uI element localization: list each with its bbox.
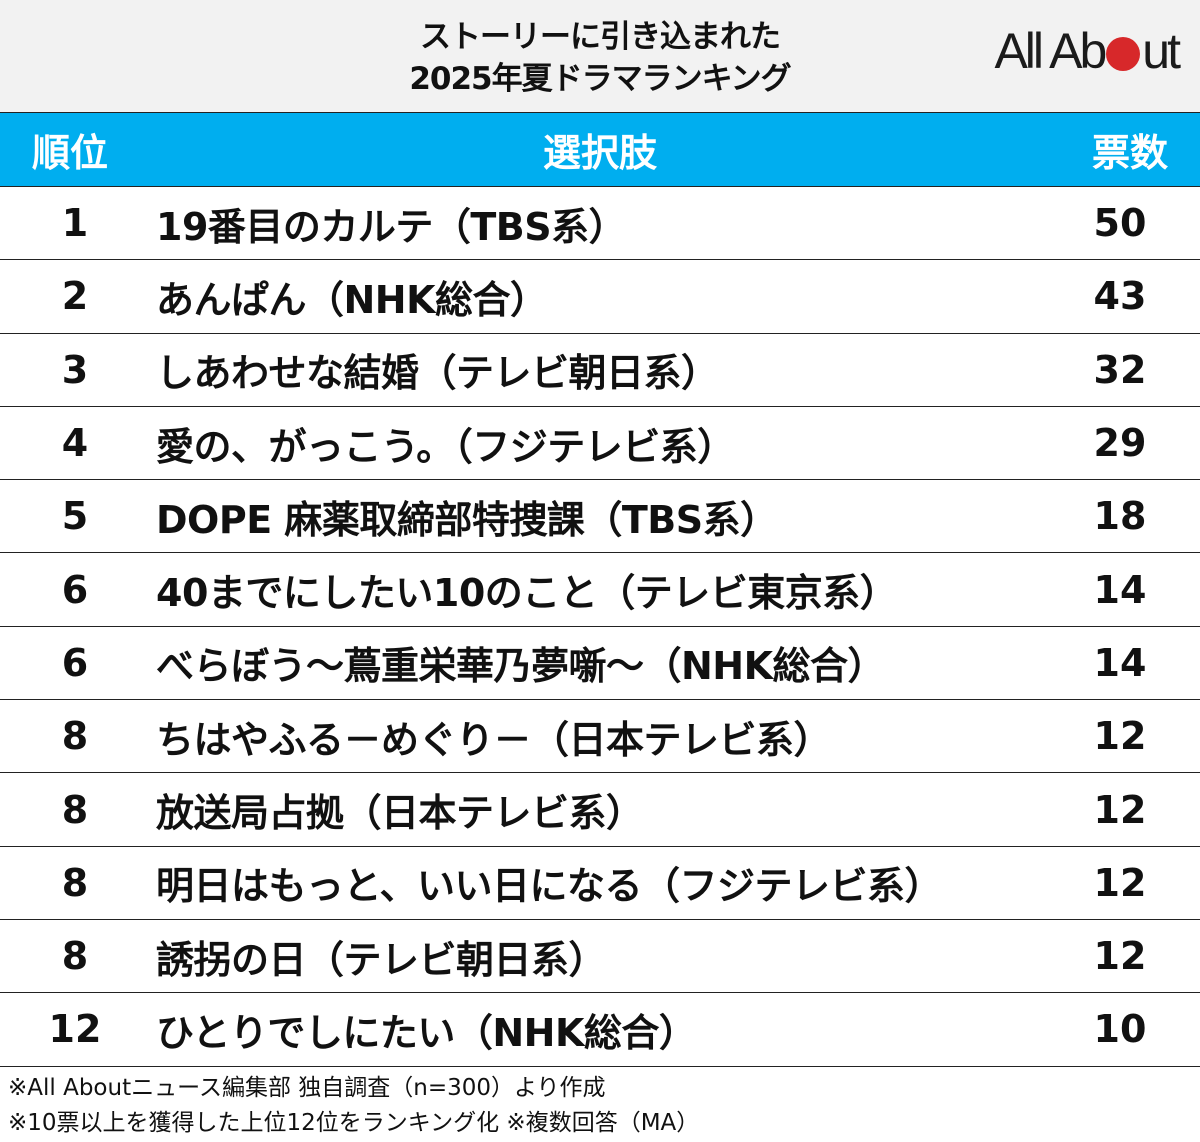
table-row: 8 ちはやふる－めぐり－（日本テレビ系） 12	[0, 700, 1200, 774]
footnote-method: ※10票以上を獲得した上位12位をランキング化 ※複数回答（MA）	[8, 1109, 700, 1136]
title-line-2: 2025年夏ドラマランキング	[409, 61, 791, 97]
name-cell: しあわせな結婚（テレビ朝日系）	[156, 351, 719, 396]
footnote-source: ※All Aboutニュース編集部 独自調査（n=300）より作成	[8, 1074, 606, 1101]
table-row: 12 ひとりでしにたい（NHK総合） 10	[0, 993, 1200, 1067]
rank-cell: 12	[48, 1007, 102, 1052]
rank-cell: 1	[61, 201, 89, 246]
rank-cell: 8	[61, 787, 89, 832]
ranking-table-body: 1 19番目のカルテ（TBS系） 50 2 あんぱん（NHK総合） 43 3 し…	[0, 187, 1200, 1067]
votes-cell: 50	[1093, 201, 1147, 246]
table-header-row: 順位 選択肢 票数	[0, 113, 1200, 187]
table-row: 8 明日はもっと、いい日になる（フジテレビ系） 12	[0, 847, 1200, 920]
table-row: 6 べらぼう～蔦重栄華乃夢噺～（NHK総合） 14	[0, 627, 1200, 701]
allabout-logo: All Ab ut	[994, 23, 1181, 79]
votes-cell: 12	[1093, 787, 1147, 832]
page-title: ストーリーに引き込まれた 2025年夏ドラマランキング	[0, 16, 1200, 100]
title-line-1: ストーリーに引き込まれた	[420, 19, 781, 55]
name-cell: ひとりでしにたい（NHK総合）	[156, 1010, 697, 1055]
name-cell: 19番目のカルテ（TBS系）	[156, 204, 627, 249]
rank-cell: 8	[61, 934, 89, 979]
table-row: 6 40までにしたい10のこと（テレビ東京系） 14	[0, 553, 1200, 627]
rank-cell: 5	[61, 494, 89, 539]
name-cell: 誘拐の日（テレビ朝日系）	[156, 937, 607, 982]
votes-cell: 10	[1093, 1007, 1147, 1052]
column-header-name: 選択肢	[542, 131, 657, 175]
logo-red-dot-icon	[1106, 37, 1141, 71]
table-row: 2 あんぱん（NHK総合） 43	[0, 260, 1200, 334]
rank-cell: 4	[61, 421, 89, 466]
name-cell: べらぼう～蔦重栄華乃夢噺～（NHK総合）	[156, 644, 886, 689]
rank-cell: 2	[61, 274, 89, 319]
votes-cell: 14	[1093, 567, 1147, 612]
votes-cell: 12	[1093, 934, 1147, 979]
rank-cell: 6	[61, 567, 89, 612]
table-row: 3 しあわせな結婚（テレビ朝日系） 32	[0, 334, 1200, 407]
table-row: 8 放送局占拠（日本テレビ系） 12	[0, 773, 1200, 847]
column-header-rank: 順位	[32, 131, 109, 175]
name-cell: 40までにしたい10のこと（テレビ東京系）	[156, 571, 898, 616]
rank-cell: 3	[61, 347, 89, 392]
rank-cell: 8	[61, 860, 89, 905]
name-cell: ちはやふる－めぐり－（日本テレビ系）	[156, 717, 832, 762]
name-cell: 明日はもっと、いい日になる（フジテレビ系）	[156, 864, 942, 909]
name-cell: あんぱん（NHK総合）	[156, 277, 548, 322]
votes-cell: 14	[1093, 640, 1147, 685]
footnotes: ※All Aboutニュース編集部 独自調査（n=300）より作成 ※10票以上…	[0, 1067, 1200, 1141]
table-row: 1 19番目のカルテ（TBS系） 50	[0, 187, 1200, 261]
votes-cell: 12	[1093, 714, 1147, 759]
column-header-votes: 票数	[1091, 131, 1168, 175]
rank-cell: 6	[61, 640, 89, 685]
table-row: 5 DOPE 麻薬取締部特捜課（TBS系） 18	[0, 480, 1200, 554]
name-cell: 愛の、がっこう。（フジテレビ系）	[156, 424, 735, 469]
table-row: 8 誘拐の日（テレビ朝日系） 12	[0, 920, 1200, 994]
rank-cell: 8	[61, 714, 89, 759]
table-row: 4 愛の、がっこう。（フジテレビ系） 29	[0, 407, 1200, 481]
logo-text-end: ut	[1142, 23, 1181, 79]
votes-cell: 32	[1093, 347, 1147, 392]
votes-cell: 12	[1093, 860, 1147, 905]
votes-cell: 29	[1093, 421, 1147, 466]
votes-cell: 18	[1093, 494, 1147, 539]
name-cell: 放送局占拠（日本テレビ系）	[156, 791, 644, 836]
title-band: ストーリーに引き込まれた 2025年夏ドラマランキング All Ab ut	[0, 0, 1200, 113]
votes-cell: 43	[1093, 274, 1147, 319]
name-cell: DOPE 麻薬取締部特捜課（TBS系）	[156, 497, 778, 542]
logo-text-start: All Ab	[994, 23, 1107, 79]
